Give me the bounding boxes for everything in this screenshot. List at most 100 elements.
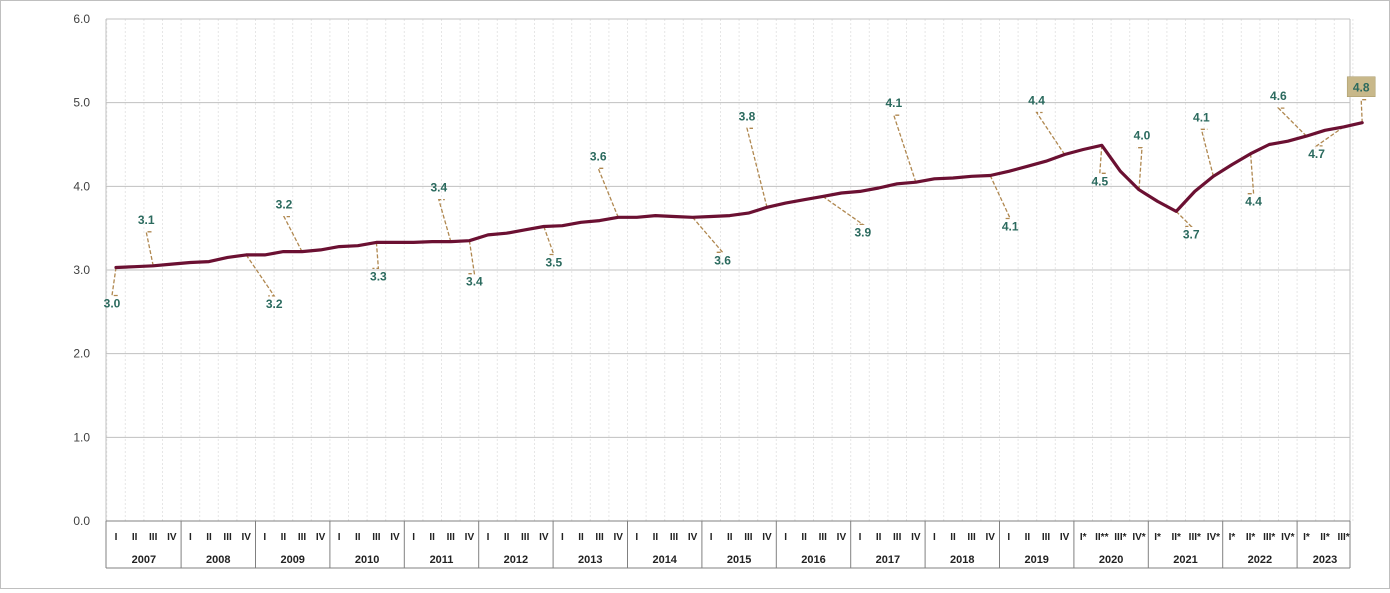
data-label: 3.4 bbox=[430, 181, 447, 195]
quarter-tick-label: I bbox=[784, 532, 787, 543]
year-label: 2018 bbox=[950, 554, 974, 566]
quarter-tick-label: II bbox=[578, 532, 584, 543]
quarter-tick-label: I bbox=[635, 532, 638, 543]
quarter-tick-label: III bbox=[744, 532, 753, 543]
data-label-leader bbox=[1247, 153, 1255, 195]
data-label: 3.6 bbox=[714, 253, 731, 267]
quarter-tick-label: II bbox=[727, 532, 733, 543]
data-label: 4.1 bbox=[1002, 219, 1019, 233]
quarter-tick-label: II** bbox=[1095, 532, 1108, 543]
quarter-tick-label: II bbox=[876, 532, 882, 543]
quarter-tick-label: II bbox=[206, 532, 212, 543]
quarter-tick-label: I bbox=[1007, 532, 1010, 543]
data-label-leader bbox=[111, 267, 118, 297]
quarter-tick-label: III bbox=[595, 532, 604, 543]
y-tick-label: 0.0 bbox=[73, 514, 90, 528]
y-tick-label: 4.0 bbox=[73, 179, 90, 193]
quarter-tick-label: III* bbox=[1114, 532, 1126, 543]
quarter-tick-label: IV bbox=[167, 532, 177, 543]
data-label-leader bbox=[245, 254, 276, 297]
year-label: 2009 bbox=[280, 554, 304, 566]
quarter-tick-label: I* bbox=[1154, 532, 1161, 543]
quarter-tick-label: IV bbox=[390, 532, 400, 543]
quarter-tick-label: III* bbox=[1263, 532, 1275, 543]
year-label: 2015 bbox=[727, 554, 751, 566]
quarter-tick-label: IV* bbox=[1281, 532, 1294, 543]
quarter-tick-label: III bbox=[893, 532, 902, 543]
year-label: 2013 bbox=[578, 554, 602, 566]
quarter-tick-label: IV bbox=[613, 532, 623, 543]
data-label: 3.1 bbox=[138, 213, 155, 227]
quarter-tick-label: IV* bbox=[1132, 532, 1145, 543]
data-label: 3.2 bbox=[276, 198, 293, 212]
data-label: 3.0 bbox=[104, 296, 121, 310]
data-label-leader bbox=[1035, 111, 1066, 155]
data-label: 3.4 bbox=[466, 275, 483, 289]
quarter-tick-label: I bbox=[859, 532, 862, 543]
data-label-leader bbox=[989, 175, 1012, 220]
y-tick-label: 2.0 bbox=[73, 347, 90, 361]
data-label-leader bbox=[1099, 145, 1106, 174]
data-label: 4.4 bbox=[1245, 195, 1262, 209]
quarter-tick-label: II bbox=[132, 532, 138, 543]
y-axis-ticks: 0.0 1.0 2.0 3.0 4.0 5.0 6.0 bbox=[73, 12, 90, 528]
year-label: 2021 bbox=[1173, 554, 1197, 566]
data-label-leader bbox=[437, 198, 452, 242]
quarter-tick-label: II bbox=[1025, 532, 1031, 543]
data-label-leader bbox=[1136, 147, 1143, 190]
quarter-tick-label: I bbox=[933, 532, 936, 543]
data-label-leader bbox=[145, 231, 154, 266]
quarter-tick-label: III bbox=[447, 532, 456, 543]
quarter-tick-label: I bbox=[189, 532, 192, 543]
data-label-leader bbox=[468, 240, 476, 275]
year-label: 2023 bbox=[1313, 554, 1337, 566]
data-label: 4.0 bbox=[1134, 129, 1151, 143]
series-group bbox=[114, 121, 1364, 270]
quarter-tick-label: II bbox=[504, 532, 510, 543]
year-label: 2019 bbox=[1024, 554, 1048, 566]
quarter-tick-label: I* bbox=[1303, 532, 1310, 543]
year-label: 2016 bbox=[801, 554, 825, 566]
year-label: 2014 bbox=[652, 554, 677, 566]
y-tick-label: 3.0 bbox=[73, 263, 90, 277]
data-label: 4.1 bbox=[1193, 110, 1210, 124]
data-label-leader bbox=[543, 226, 555, 256]
quarter-tick-label: III bbox=[521, 532, 530, 543]
quarter-tick-label: III bbox=[149, 532, 158, 543]
quarter-tick-label: I bbox=[338, 532, 341, 543]
quarter-tick-label: IV bbox=[1060, 532, 1070, 543]
data-label-leader bbox=[892, 114, 917, 183]
data-label-leader bbox=[746, 127, 768, 208]
data-label: 4.5 bbox=[1091, 174, 1108, 188]
data-label-leader bbox=[822, 195, 865, 226]
y-tick-label: 6.0 bbox=[73, 12, 90, 26]
data-label-leader bbox=[1314, 126, 1344, 147]
data-label: 3.8 bbox=[739, 109, 756, 123]
quarter-tick-label: I bbox=[710, 532, 713, 543]
gridlines bbox=[105, 18, 1354, 522]
y-tick-label: 1.0 bbox=[73, 430, 90, 444]
quarter-tick-label: I bbox=[263, 532, 266, 543]
quarter-tick-label: I bbox=[115, 532, 118, 543]
quarter-tick-label: IV bbox=[762, 532, 772, 543]
quarter-tick-label: III* bbox=[1189, 532, 1201, 543]
quarter-tick-label: IV bbox=[316, 532, 326, 543]
x-axis: I II III IV I II III IV I II III IV I II III IV I II III IV… bbox=[105, 520, 1351, 569]
data-label: 4.7 bbox=[1308, 147, 1325, 161]
quarter-tick-label: III bbox=[670, 532, 679, 543]
quarter-tick-label: II* bbox=[1320, 532, 1330, 543]
quarter-tick-label: I* bbox=[1080, 532, 1087, 543]
quarter-tick-label: IV bbox=[911, 532, 921, 543]
data-label: 3.7 bbox=[1183, 227, 1200, 241]
quarter-tick-label: IV bbox=[241, 532, 251, 543]
data-label-leader bbox=[1276, 107, 1307, 137]
quarter-tick-label: IV bbox=[688, 532, 698, 543]
quarter-tick-label: I bbox=[487, 532, 490, 543]
data-label-leader bbox=[1200, 128, 1215, 177]
quarter-tick-label: III bbox=[223, 532, 232, 543]
quarter-tick-label: III bbox=[819, 532, 828, 543]
data-label: 3.2 bbox=[266, 297, 283, 311]
quarter-tick-label: II bbox=[950, 532, 956, 543]
data-label-leaders bbox=[111, 99, 1368, 297]
last-value-highlight bbox=[1346, 76, 1376, 97]
